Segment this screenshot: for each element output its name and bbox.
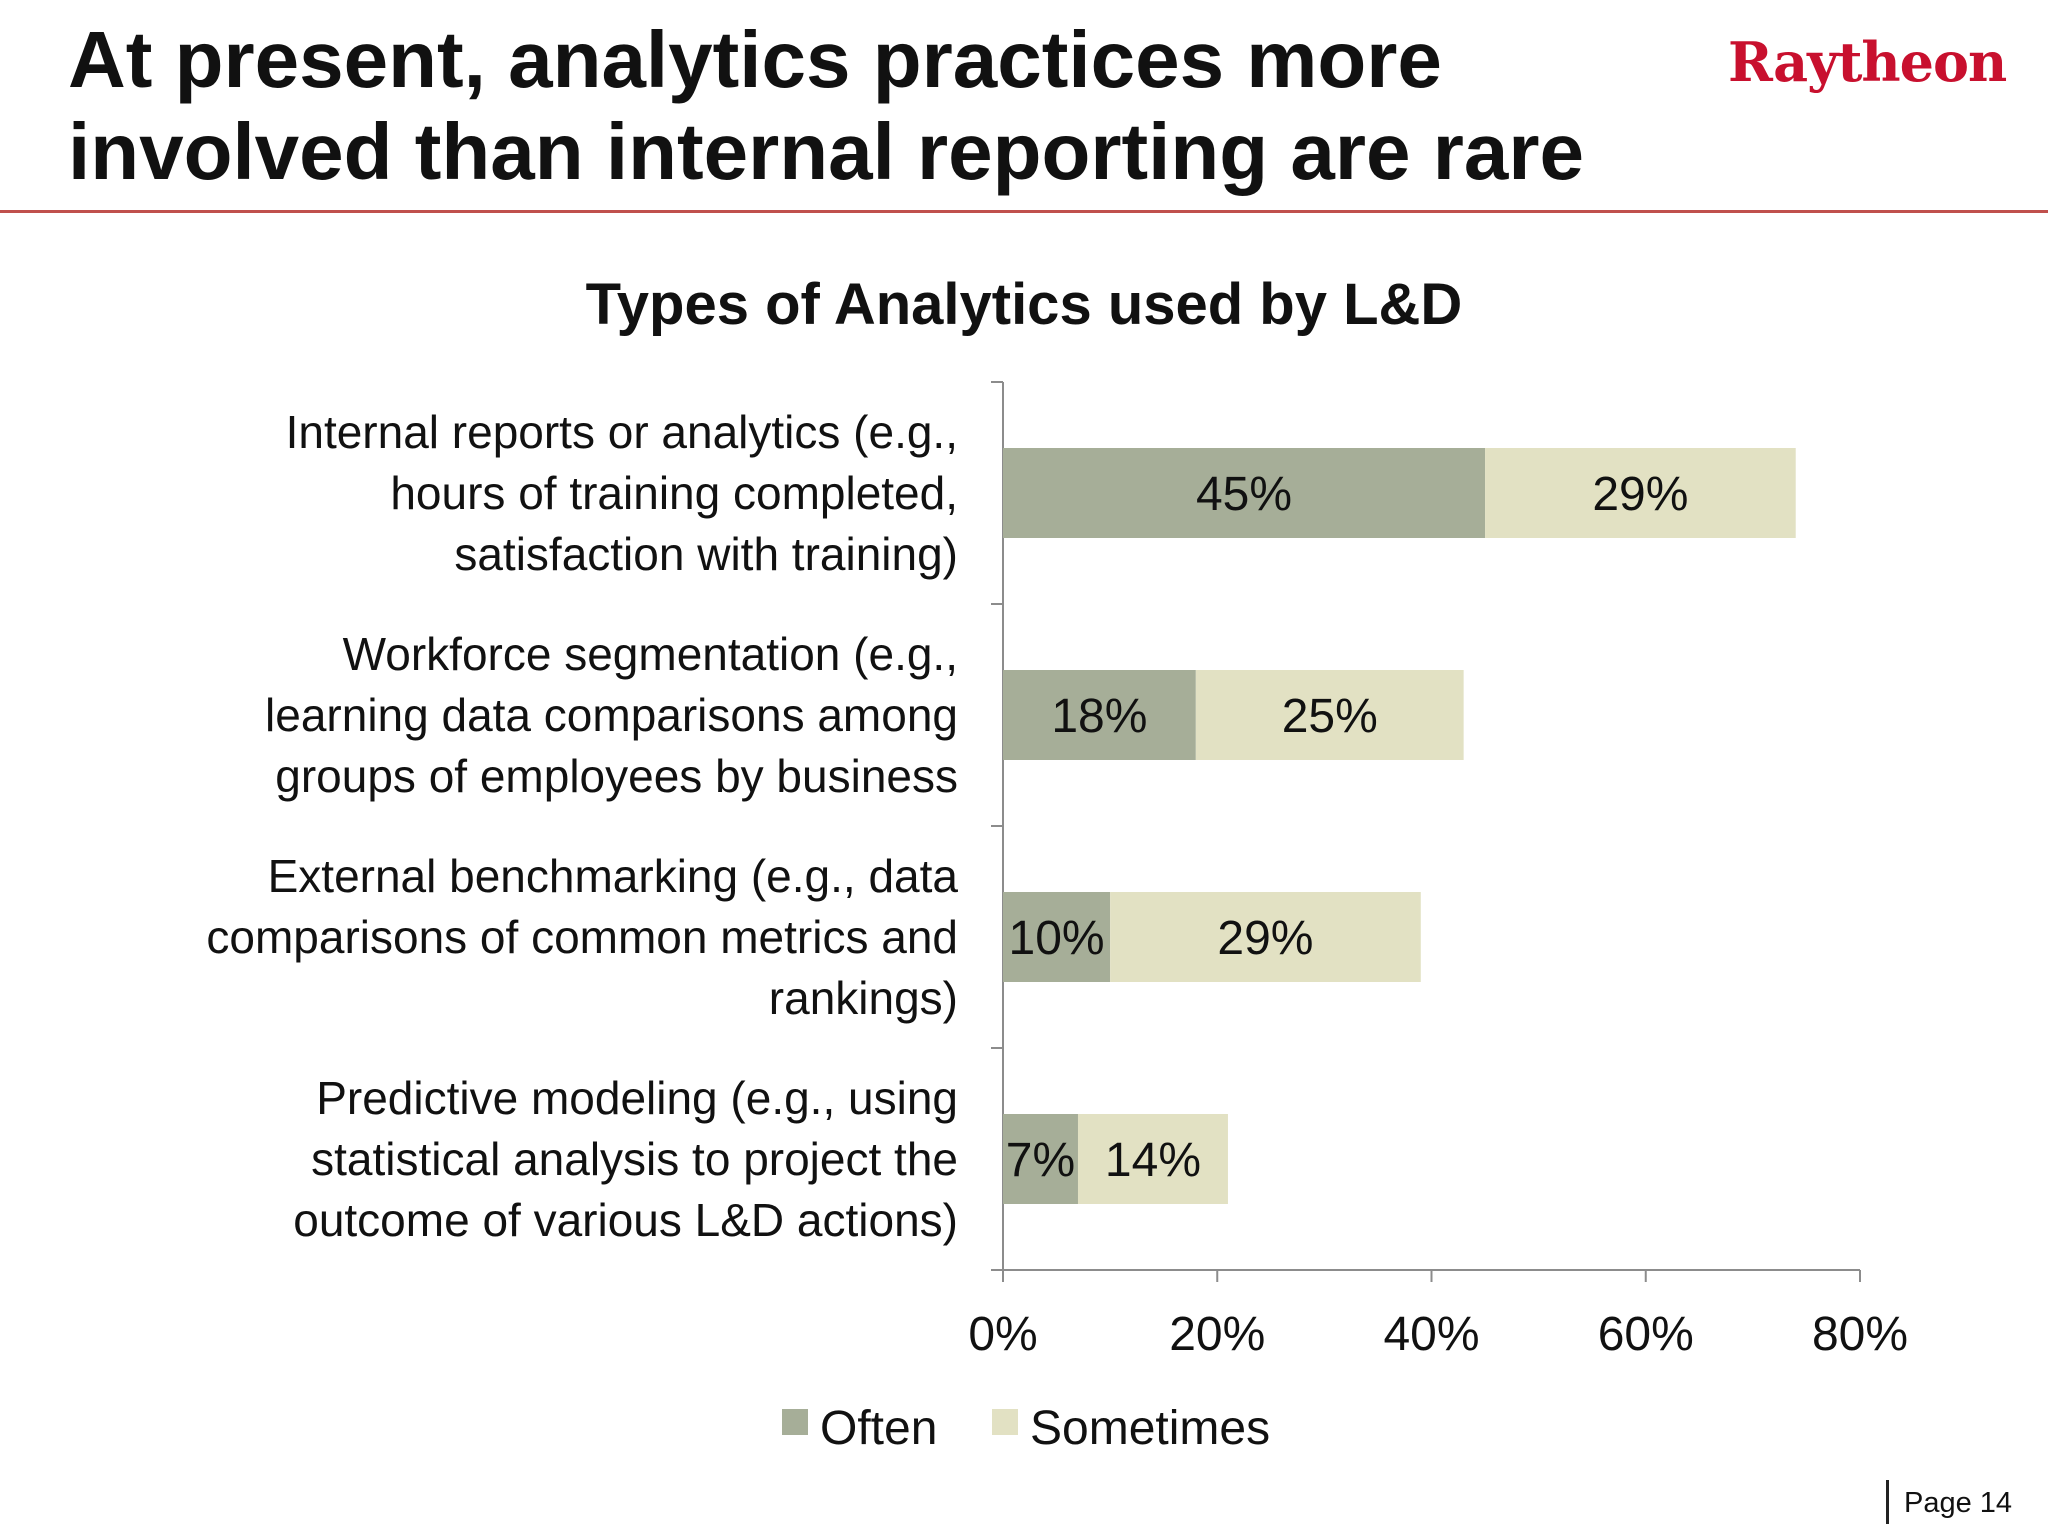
- title-divider: [0, 210, 2048, 213]
- data-label: 10%: [1009, 912, 1105, 965]
- x-tick-label: 40%: [1383, 1308, 1479, 1361]
- data-label: 25%: [1282, 690, 1378, 743]
- bar-often-1: [1003, 448, 1486, 538]
- data-label: 7%: [1006, 1134, 1075, 1187]
- category-label: Workforce segmentation (e.g.,: [343, 628, 958, 680]
- bar-sometimes-4: [1077, 1114, 1228, 1204]
- data-label: 18%: [1051, 690, 1147, 743]
- data-label: 45%: [1196, 468, 1292, 521]
- page-number: Page 14: [1904, 1487, 2013, 1519]
- page-number-separator: [1886, 1480, 1889, 1524]
- bar-often-3: [1003, 892, 1111, 982]
- category-label: hours of training completed,: [390, 467, 958, 519]
- category-label: groups of employees by business: [275, 750, 958, 802]
- chart-title: Types of Analytics used by L&D: [585, 272, 1463, 337]
- x-tick-label: 60%: [1598, 1308, 1694, 1361]
- bar-sometimes-1: [1485, 448, 1796, 538]
- category-label: outcome of various L&D actions): [293, 1194, 958, 1246]
- category-label: rankings): [769, 972, 958, 1024]
- raytheon-logo: Raytheon: [1728, 30, 2007, 94]
- legend-label-often: Often: [820, 1402, 937, 1455]
- category-label: statistical analysis to project the: [311, 1133, 958, 1185]
- data-label: 29%: [1592, 468, 1688, 521]
- category-label: Internal reports or analytics (e.g.,: [286, 406, 958, 458]
- legend-swatch-often: [782, 1409, 808, 1435]
- bar-sometimes-2: [1195, 670, 1464, 760]
- data-label: 29%: [1217, 912, 1313, 965]
- bar-sometimes-3: [1110, 892, 1421, 982]
- legend-label-sometimes: Sometimes: [1030, 1402, 1270, 1455]
- legend-swatch-sometimes: [992, 1409, 1018, 1435]
- x-tick-label: 80%: [1812, 1308, 1908, 1361]
- x-tick-label: 20%: [1169, 1308, 1265, 1361]
- bar-often-2: [1003, 670, 1196, 760]
- category-label: learning data comparisons among: [265, 689, 958, 741]
- x-tick-label: 0%: [968, 1308, 1037, 1361]
- category-label: Predictive modeling (e.g., using: [316, 1072, 958, 1124]
- category-label: comparisons of common metrics and: [206, 911, 958, 963]
- bar-often-4: [1003, 1114, 1078, 1204]
- category-label: satisfaction with training): [454, 528, 958, 580]
- data-label: 14%: [1105, 1134, 1201, 1187]
- slide-title: At present, analytics practices more inv…: [68, 15, 1584, 196]
- category-label: External benchmarking (e.g., data: [268, 850, 959, 902]
